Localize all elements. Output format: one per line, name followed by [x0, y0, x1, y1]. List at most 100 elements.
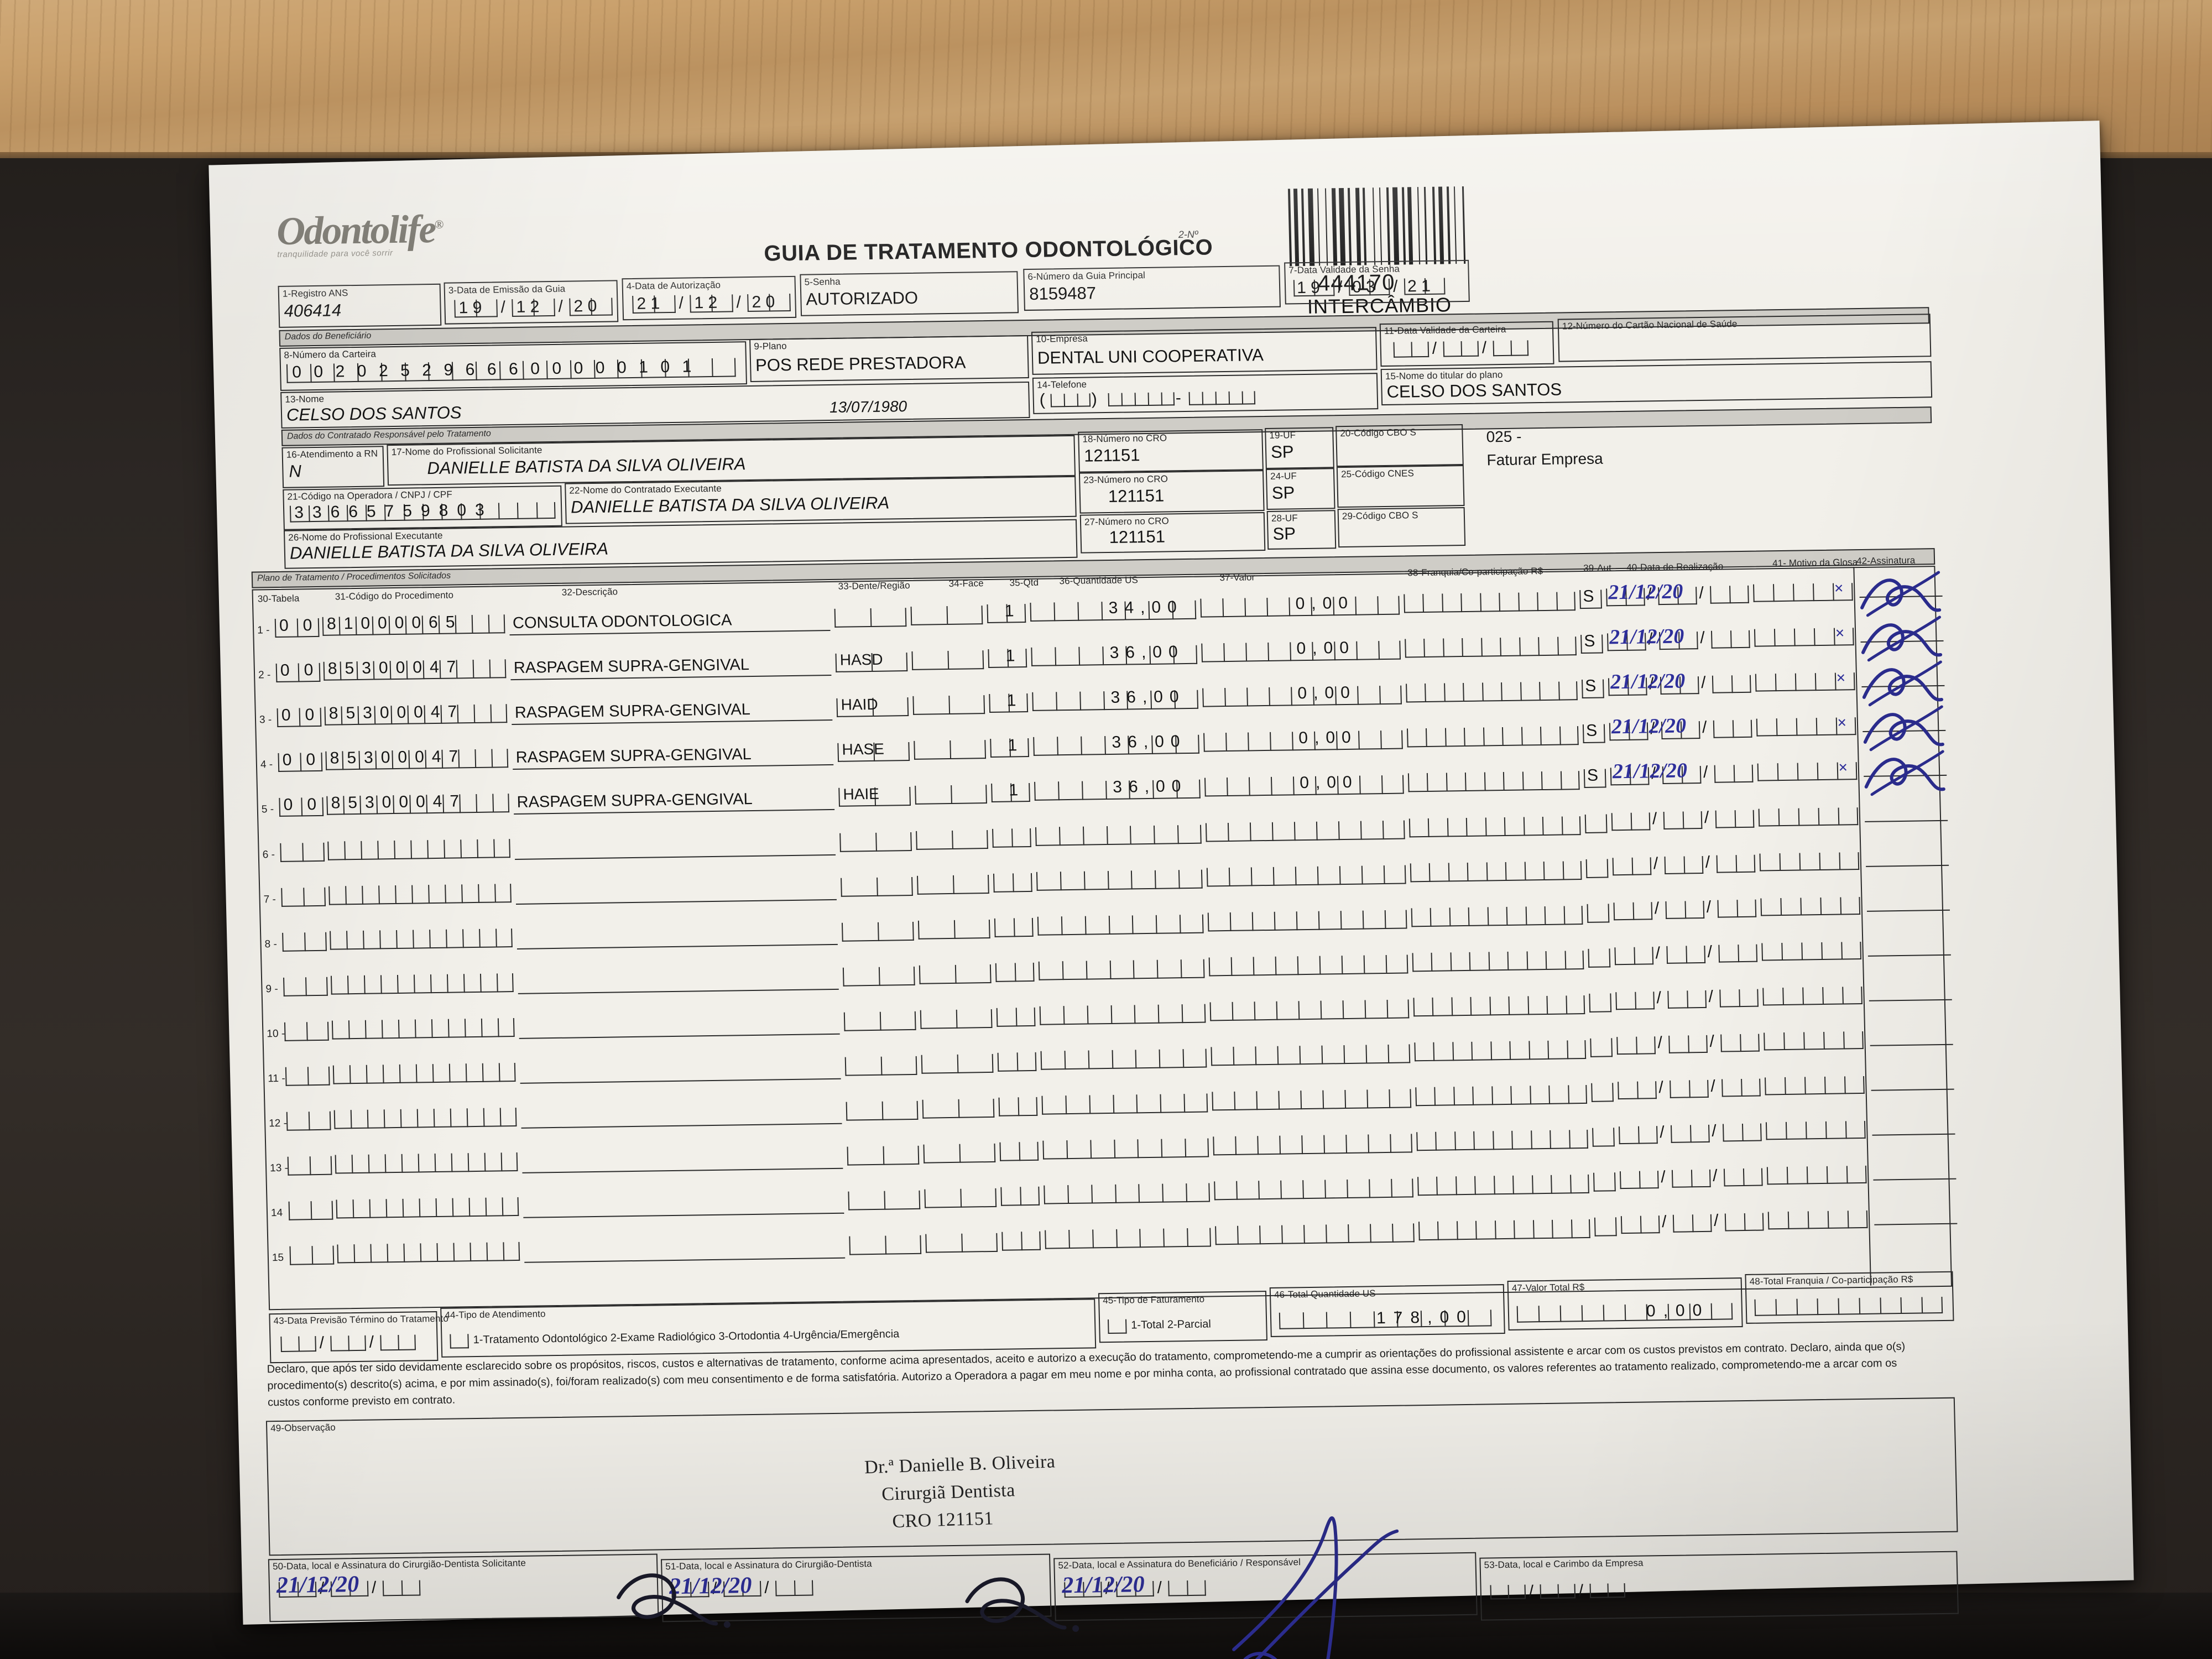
row-data-day-comb[interactable]: [1610, 767, 1650, 786]
field-12-cartao-nacional-saude[interactable]: 12-Número do Cartão Nacional de Saúde: [1557, 314, 1932, 362]
row-regiao-comb[interactable]: [848, 1191, 921, 1211]
row-codigo-comb[interactable]: [336, 1197, 519, 1219]
row-qtd-comb[interactable]: [996, 1007, 1036, 1027]
row-valor-comb[interactable]: [1214, 1178, 1413, 1201]
row-franquia-comb[interactable]: [1416, 1130, 1588, 1151]
row-franquia-comb[interactable]: [1410, 860, 1582, 882]
row-valor-comb[interactable]: [1215, 1223, 1415, 1245]
row-regiao-comb[interactable]: [844, 1056, 917, 1076]
field-43-month-comb[interactable]: [330, 1335, 366, 1352]
row-us-comb[interactable]: [1036, 869, 1203, 891]
field-47-valor-total[interactable]: 47-Valor Total R$ 0,00: [1507, 1277, 1743, 1331]
row-data-year-comb[interactable]: [1717, 899, 1757, 918]
row-data-day-comb[interactable]: [1611, 812, 1651, 831]
row-face-comb[interactable]: [912, 695, 985, 716]
row-data-year-comb[interactable]: [1710, 585, 1749, 604]
row-data-year-comb[interactable]: [1716, 854, 1756, 873]
row-valor-comb[interactable]: [1213, 1134, 1412, 1156]
row-glosa-comb[interactable]: [1759, 852, 1860, 872]
row-data-month-comb[interactable]: [1670, 1079, 1709, 1098]
row-qtd-comb[interactable]: [1000, 1187, 1040, 1207]
row-data-year-comb[interactable]: [1724, 1213, 1764, 1232]
field-4-data-autorizacao[interactable]: 4-Data de Autorização 2 1 / 1 2 / 2 0: [622, 275, 797, 321]
field-50-day-comb[interactable]: [278, 1582, 317, 1598]
row-glosa-comb[interactable]: [1754, 628, 1854, 647]
row-data-month-comb[interactable]: [1658, 587, 1697, 606]
field-53-year-comb[interactable]: [1589, 1583, 1626, 1598]
row-tabela-comb[interactable]: [282, 932, 327, 952]
field-18-numero-cro[interactable]: 18-Número no CRO 121151: [1078, 429, 1264, 473]
row-face-comb[interactable]: [925, 1233, 998, 1254]
row-glosa-comb[interactable]: [1767, 1211, 1868, 1230]
row-aut-comb[interactable]: [1594, 1217, 1617, 1237]
row-qtd-comb[interactable]: [997, 1052, 1037, 1072]
field-48-comb[interactable]: [1754, 1296, 1943, 1316]
row-face-comb[interactable]: [923, 1144, 996, 1164]
row-regiao-comb[interactable]: [839, 832, 912, 852]
field-11-year-comb[interactable]: [1493, 340, 1529, 357]
field-52-month-comb[interactable]: [1116, 1580, 1154, 1597]
field-51-day-comb[interactable]: [671, 1582, 709, 1598]
field-3-data-emissao[interactable]: 3-Data de Emissão da Guia 1 9 / 1 2 / 2 …: [444, 280, 619, 325]
row-face-comb[interactable]: [910, 606, 983, 625]
row-data-month-comb[interactable]: [1661, 721, 1700, 740]
field-20-codigo-cbo-s[interactable]: 20-Código CBO S: [1335, 424, 1464, 467]
field-10-empresa[interactable]: 10-Empresa DENTAL UNI COOPERATIVA: [1031, 327, 1378, 375]
row-regiao-comb[interactable]: [842, 966, 915, 987]
row-data-month-comb[interactable]: [1671, 1170, 1711, 1188]
row-data-day-comb[interactable]: [1608, 677, 1647, 696]
field-43-previsao-termino[interactable]: 43-Data Previsão Término do Tratamento /…: [269, 1311, 448, 1364]
row-aut-comb[interactable]: [1589, 993, 1612, 1013]
row-face-comb[interactable]: [917, 919, 990, 940]
field-45-tipo-faturamento[interactable]: 45-Tipo de Faturamento 1-Total 2-Parcial: [1098, 1291, 1267, 1343]
row-codigo-comb[interactable]: [335, 1152, 518, 1174]
row-codigo-comb[interactable]: [331, 1018, 515, 1040]
row-franquia-comb[interactable]: [1408, 816, 1581, 837]
row-qtd-comb[interactable]: [994, 917, 1034, 937]
row-data-year-comb[interactable]: [1723, 1168, 1763, 1187]
row-data-day-comb[interactable]: [1613, 901, 1653, 920]
row-us-comb[interactable]: [1039, 1004, 1206, 1025]
field-45-checkbox[interactable]: [1108, 1319, 1127, 1334]
row-data-year-comb[interactable]: [1718, 944, 1758, 963]
row-tabela-comb[interactable]: [287, 1156, 332, 1176]
row-glosa-comb[interactable]: [1765, 1121, 1866, 1140]
row-aut-comb[interactable]: [1592, 1128, 1615, 1147]
row-data-day-comb[interactable]: [1618, 1081, 1657, 1100]
row-codigo-comb[interactable]: [333, 1108, 517, 1129]
row-data-month-comb[interactable]: [1660, 676, 1699, 695]
row-codigo-comb[interactable]: [330, 973, 514, 995]
row-us-comb[interactable]: [1037, 914, 1204, 936]
row-franquia-comb[interactable]: [1407, 771, 1580, 792]
row-valor-comb[interactable]: [1209, 999, 1410, 1021]
row-codigo-comb[interactable]: [327, 838, 511, 860]
row-qtd-comb[interactable]: [992, 828, 1031, 848]
row-glosa-comb[interactable]: [1757, 762, 1858, 781]
row-valor-comb[interactable]: [1206, 865, 1406, 887]
field-53-month-comb[interactable]: [1540, 1584, 1576, 1599]
row-franquia-comb[interactable]: [1414, 1040, 1587, 1062]
field-8-numero-carteira[interactable]: 8-Número da Carteira 0020252966600000101: [279, 341, 747, 391]
row-face-comb[interactable]: [915, 785, 987, 805]
row-codigo-comb[interactable]: [330, 928, 513, 950]
field-9-plano[interactable]: 9-Plano POS REDE PRESTADORA: [749, 335, 1029, 382]
row-franquia-comb[interactable]: [1413, 995, 1585, 1017]
row-face-comb[interactable]: [911, 650, 984, 671]
row-glosa-comb[interactable]: [1761, 941, 1862, 961]
row-face-comb[interactable]: [922, 1099, 995, 1119]
field-50-month-comb[interactable]: [330, 1580, 369, 1597]
row-data-day-comb[interactable]: [1614, 947, 1654, 966]
row-tabela-comb[interactable]: [283, 977, 328, 997]
field-24-uf[interactable]: 24-UF SP: [1265, 468, 1335, 510]
field-53-day-comb[interactable]: [1490, 1584, 1526, 1600]
field-5-senha[interactable]: 5-Senha AUTORIZADO: [800, 271, 1019, 316]
row-franquia-comb[interactable]: [1404, 592, 1575, 613]
row-us-comb[interactable]: [1045, 1228, 1211, 1250]
row-glosa-comb[interactable]: [1766, 1166, 1867, 1185]
field-52-assinatura-beneficiario[interactable]: 52-Data, local e Assinatura do Beneficiá…: [1053, 1552, 1478, 1621]
row-glosa-comb[interactable]: [1753, 583, 1853, 602]
field-7-data-validade-senha[interactable]: 7-Data Validade da Senha 1 9 / 0 3 / 2 1: [1284, 259, 1470, 305]
row-franquia-comb[interactable]: [1405, 637, 1577, 658]
field-50-assinatura-solicitante[interactable]: 50-Data, local e Assinatura do Cirurgião…: [268, 1553, 659, 1623]
row-franquia-comb[interactable]: [1406, 681, 1578, 703]
